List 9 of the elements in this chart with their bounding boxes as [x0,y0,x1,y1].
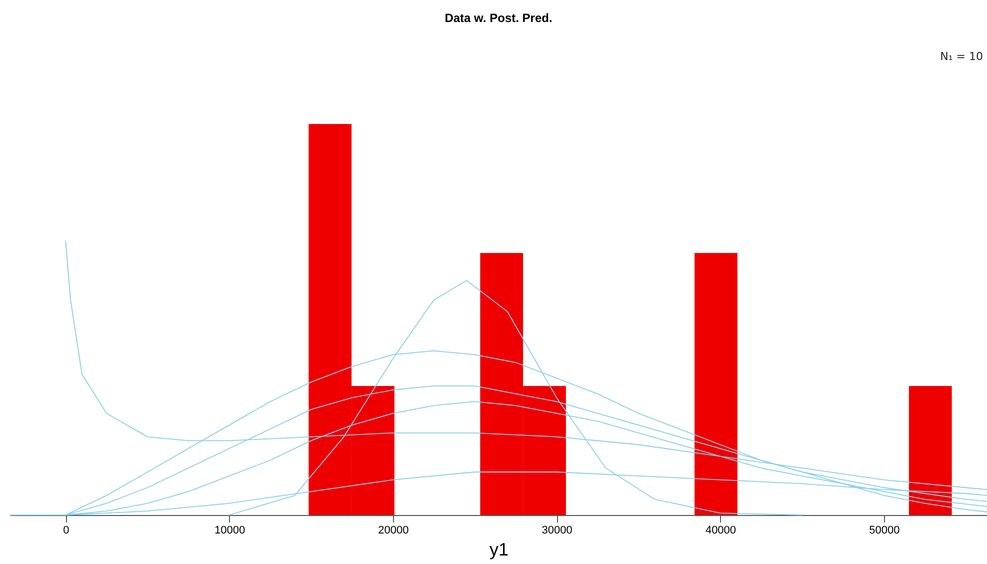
x-tick-label: 20000 [378,524,409,536]
x-tick-label: 40000 [705,524,736,536]
x-axis-title: y1 [489,540,509,560]
x-tick-label: 50000 [869,524,900,536]
text: N₁ = 10 [940,50,983,63]
x-tick-label: 10000 [214,524,246,536]
x-tick-label: 30000 [542,524,572,536]
chart-title: Data w. Post. Pred. [444,11,552,25]
x-tick-label: 0 [63,524,70,536]
